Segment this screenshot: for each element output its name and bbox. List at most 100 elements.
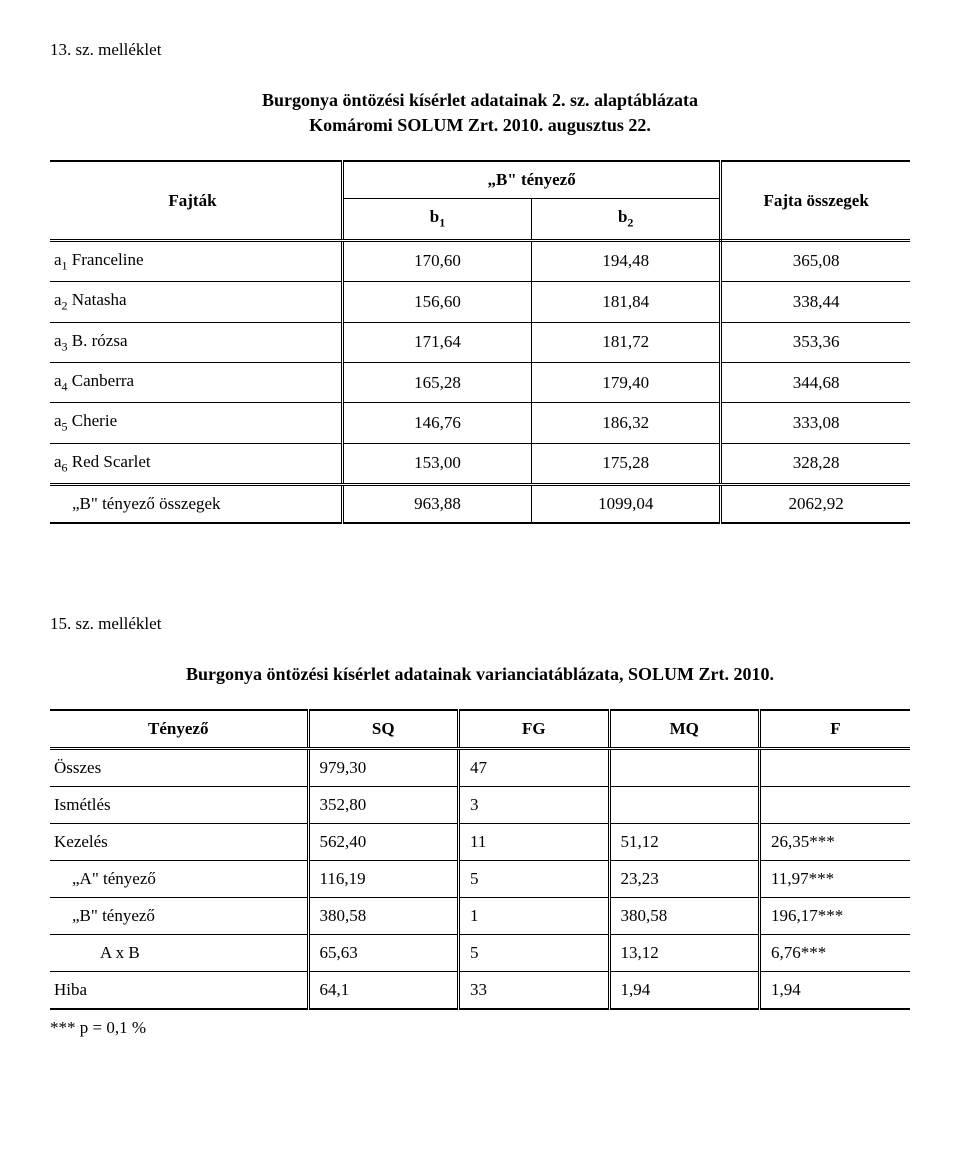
t2-mq: 1,94 <box>609 972 760 1010</box>
t2-label: Ismétlés <box>50 787 308 824</box>
t1-total-b2: 1099,04 <box>532 485 721 524</box>
table1-title-line2: Komáromi SOLUM Zrt. 2010. augusztus 22. <box>50 113 910 138</box>
vertical-spacer <box>50 524 910 614</box>
table-2: Tényező SQ FG MQ F Összes 979,30 47 Ismé… <box>50 709 910 1010</box>
t1-b2: 175,28 <box>532 443 721 484</box>
t2-head-f: F <box>760 710 911 749</box>
t1-total-label: „B" tényező összegek <box>50 485 342 524</box>
t2-sq: 64,1 <box>308 972 459 1010</box>
t1-head-b1-letter: b <box>430 207 439 226</box>
t1-b1: 146,76 <box>342 403 531 443</box>
t1-b2: 194,48 <box>532 240 721 281</box>
t2-f: 26,35*** <box>760 824 911 861</box>
t2-mq: 380,58 <box>609 898 760 935</box>
table-row: Összes 979,30 47 <box>50 749 910 787</box>
t1-rowlabel: a3 B. rózsa <box>50 322 342 362</box>
t1-head-btenyezo: „B" tényező <box>342 161 720 199</box>
t2-head-fg: FG <box>459 710 610 749</box>
t1-head-b1: b1 <box>342 199 531 240</box>
t2-fg: 3 <box>459 787 610 824</box>
table-row: a6 Red Scarlet 153,00 175,28 328,28 <box>50 443 910 484</box>
t2-label: Összes <box>50 749 308 787</box>
t1-b2: 179,40 <box>532 362 721 402</box>
footnote: *** p = 0,1 % <box>50 1018 910 1038</box>
t1-head-fajtak: Fajták <box>50 161 342 240</box>
t2-sq: 352,80 <box>308 787 459 824</box>
t2-fg: 5 <box>459 935 610 972</box>
t2-f: 6,76*** <box>760 935 911 972</box>
t1-sum: 344,68 <box>721 362 910 402</box>
t1-sum: 353,36 <box>721 322 910 362</box>
table-row: Hiba 64,1 33 1,94 1,94 <box>50 972 910 1010</box>
table-row: „B" tényező 380,58 1 380,58 196,17*** <box>50 898 910 935</box>
t2-fg: 33 <box>459 972 610 1010</box>
t2-fg: 1 <box>459 898 610 935</box>
t1-total-sum: 2062,92 <box>721 485 910 524</box>
t2-sq: 380,58 <box>308 898 459 935</box>
t2-head-tenyezo: Tényező <box>50 710 308 749</box>
table-row: a2 Natasha 156,60 181,84 338,44 <box>50 282 910 322</box>
table-row: a5 Cherie 146,76 186,32 333,08 <box>50 403 910 443</box>
t1-head-b2-sub: 2 <box>627 216 633 230</box>
t1-head-fajta-osszegek: Fajta összegek <box>721 161 910 240</box>
t1-b1: 165,28 <box>342 362 531 402</box>
table1-title-line1: Burgonya öntözési kísérlet adatainak 2. … <box>50 88 910 113</box>
t1-rowlabel: a6 Red Scarlet <box>50 443 342 484</box>
t1-b2: 186,32 <box>532 403 721 443</box>
t1-b2: 181,72 <box>532 322 721 362</box>
t2-sq: 65,63 <box>308 935 459 972</box>
appendix-13-label: 13. sz. melléklet <box>50 40 910 60</box>
t2-fg: 47 <box>459 749 610 787</box>
table-row-total: „B" tényező összegek 963,88 1099,04 2062… <box>50 485 910 524</box>
t1-head-b2-letter: b <box>618 207 627 226</box>
t2-f <box>760 749 911 787</box>
table-row: a1 Franceline 170,60 194,48 365,08 <box>50 240 910 281</box>
t1-sum: 328,28 <box>721 443 910 484</box>
t2-fg: 11 <box>459 824 610 861</box>
table-row: a3 B. rózsa 171,64 181,72 353,36 <box>50 322 910 362</box>
t1-rowlabel: a5 Cherie <box>50 403 342 443</box>
t2-f: 196,17*** <box>760 898 911 935</box>
table-row: A x B 65,63 5 13,12 6,76*** <box>50 935 910 972</box>
t1-sum: 333,08 <box>721 403 910 443</box>
t1-b2: 181,84 <box>532 282 721 322</box>
t2-label: A x B <box>50 935 308 972</box>
t2-mq <box>609 749 760 787</box>
t2-label: Kezelés <box>50 824 308 861</box>
t2-label: „A" tényező <box>50 861 308 898</box>
t1-head-b1-sub: 1 <box>439 216 445 230</box>
appendix-15-label: 15. sz. melléklet <box>50 614 910 634</box>
t1-sum: 338,44 <box>721 282 910 322</box>
t1-b1: 156,60 <box>342 282 531 322</box>
t2-mq: 23,23 <box>609 861 760 898</box>
table2-title-line1: Burgonya öntözési kísérlet adatainak var… <box>50 662 910 687</box>
t2-sq: 562,40 <box>308 824 459 861</box>
t1-rowlabel: a1 Franceline <box>50 240 342 281</box>
t2-mq: 51,12 <box>609 824 760 861</box>
t2-head-sq: SQ <box>308 710 459 749</box>
t2-mq <box>609 787 760 824</box>
t2-f: 1,94 <box>760 972 911 1010</box>
t1-rowlabel: a4 Canberra <box>50 362 342 402</box>
t2-label: „B" tényező <box>50 898 308 935</box>
table-row: Ismétlés 352,80 3 <box>50 787 910 824</box>
t1-sum: 365,08 <box>721 240 910 281</box>
t1-b1: 171,64 <box>342 322 531 362</box>
t2-sq: 116,19 <box>308 861 459 898</box>
t2-head-mq: MQ <box>609 710 760 749</box>
table-row: a4 Canberra 165,28 179,40 344,68 <box>50 362 910 402</box>
table2-title: Burgonya öntözési kísérlet adatainak var… <box>50 662 910 687</box>
t1-head-b2: b2 <box>532 199 721 240</box>
t1-total-b1: 963,88 <box>342 485 531 524</box>
table1-title: Burgonya öntözési kísérlet adatainak 2. … <box>50 88 910 138</box>
table-row: „A" tényező 116,19 5 23,23 11,97*** <box>50 861 910 898</box>
t2-f: 11,97*** <box>760 861 911 898</box>
t2-mq: 13,12 <box>609 935 760 972</box>
t2-f <box>760 787 911 824</box>
t2-fg: 5 <box>459 861 610 898</box>
t2-label: Hiba <box>50 972 308 1010</box>
t1-b1: 153,00 <box>342 443 531 484</box>
t1-rowlabel: a2 Natasha <box>50 282 342 322</box>
t1-b1: 170,60 <box>342 240 531 281</box>
table-row: Kezelés 562,40 11 51,12 26,35*** <box>50 824 910 861</box>
